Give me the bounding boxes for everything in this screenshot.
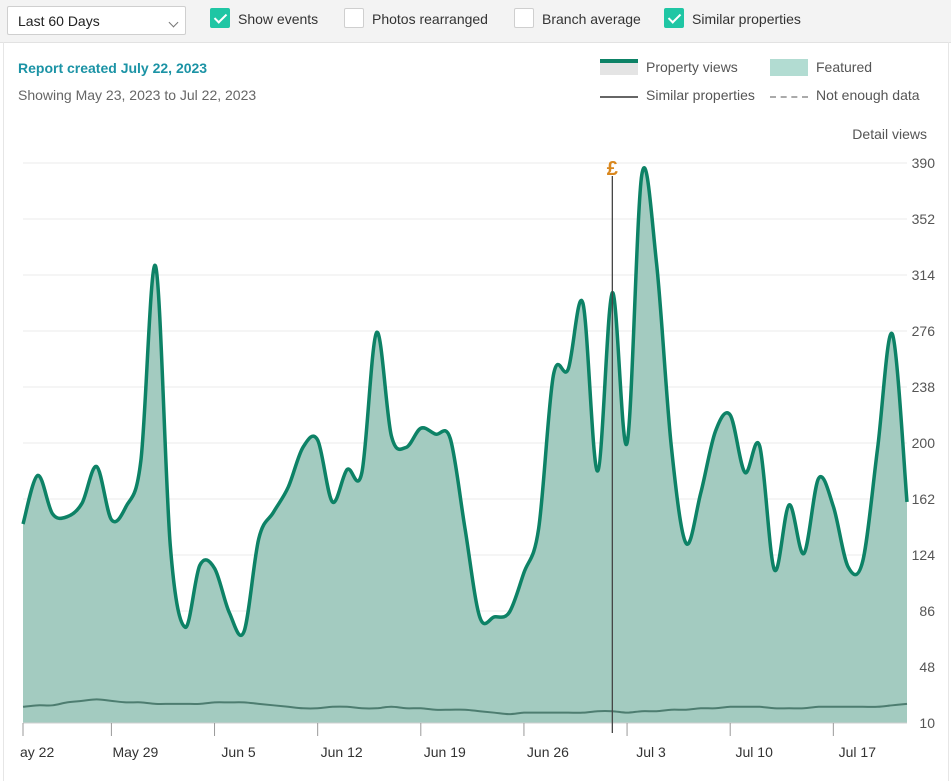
report-created-title: Report created July 22, 2023	[18, 60, 208, 76]
date-range-text: Showing May 23, 2023 to Jul 22, 2023	[18, 87, 257, 103]
y-tick-label: 124	[912, 547, 936, 563]
legend-not-enough-data-line	[770, 96, 808, 98]
legend-property-views: Property views	[646, 59, 738, 75]
period-select[interactable]: Last 60 Days	[7, 6, 186, 35]
y-tick-label: 10	[919, 715, 935, 731]
checkbox-checked-icon[interactable]	[210, 8, 230, 28]
similar-properties-label: Similar properties	[692, 11, 801, 27]
x-tick-label: Jul 10	[736, 744, 774, 760]
x-tick-label: Jul 3	[636, 744, 666, 760]
y-tick-label: 390	[912, 155, 936, 171]
x-tick-label: Jun 12	[321, 744, 363, 760]
checkbox-unchecked-icon[interactable]	[514, 8, 534, 28]
x-tick-label: Jun 19	[424, 744, 466, 760]
branch-average-label: Branch average	[542, 11, 641, 27]
y-tick-label: 276	[912, 323, 936, 339]
y-tick-label: 86	[919, 603, 935, 619]
legend-featured: Featured	[816, 59, 873, 75]
x-tick-label: Jul 17	[839, 744, 877, 760]
property-views-line	[21, 166, 909, 638]
property-views-area	[23, 167, 907, 724]
legend-not-enough-data: Not enough data	[816, 87, 920, 103]
legend-property-views-swatch	[600, 59, 638, 75]
x-tick-label: May 29	[112, 744, 158, 760]
period-select-value: Last 60 Days	[18, 13, 100, 29]
y-axis-title: Detail views	[852, 126, 927, 142]
legend-similar-properties-line	[600, 96, 638, 98]
y-tick-label: 200	[912, 435, 936, 451]
similar-properties-line	[22, 698, 908, 716]
show-events-label: Show events	[238, 11, 319, 27]
checkbox-checked-icon[interactable]	[664, 8, 684, 28]
y-tick-label: 48	[919, 659, 935, 675]
y-tick-label: 352	[912, 211, 936, 227]
photos-rearranged-label: Photos rearranged	[372, 11, 488, 27]
y-tick-label: 314	[912, 267, 936, 283]
x-tick-label: ay 22	[20, 744, 54, 760]
price-change-event-icon[interactable]: £	[607, 158, 618, 180]
legend-featured-swatch	[770, 59, 808, 76]
x-tick-label: Jun 5	[221, 744, 255, 760]
checkbox-unchecked-icon[interactable]	[344, 8, 364, 28]
legend-similar-properties: Similar properties	[646, 87, 755, 103]
y-tick-label: 238	[912, 379, 936, 395]
x-tick-label: Jun 26	[527, 744, 569, 760]
toolbar: Last 60 Days Show events Photos rearrang…	[0, 0, 951, 43]
report-panel	[3, 42, 949, 781]
y-tick-label: 162	[912, 491, 936, 507]
